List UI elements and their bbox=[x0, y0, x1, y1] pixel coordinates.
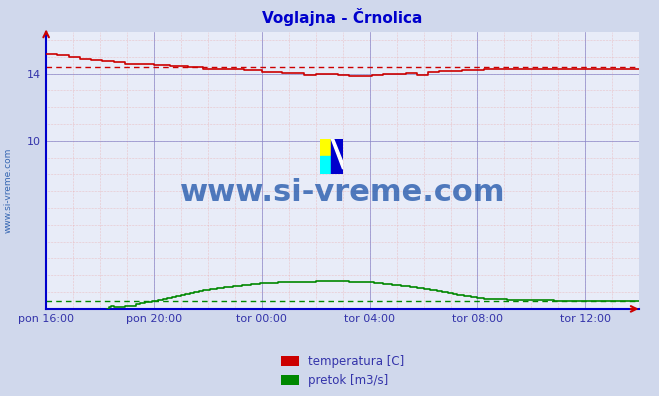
Legend: temperatura [C], pretok [m3/s]: temperatura [C], pretok [m3/s] bbox=[276, 350, 409, 392]
Text: www.si-vreme.com: www.si-vreme.com bbox=[180, 178, 505, 207]
Bar bbox=[320, 156, 331, 174]
Bar bbox=[331, 139, 343, 174]
Bar bbox=[320, 139, 331, 156]
Polygon shape bbox=[331, 139, 343, 169]
Text: www.si-vreme.com: www.si-vreme.com bbox=[4, 147, 13, 233]
Title: Voglajna - Črnolica: Voglajna - Črnolica bbox=[262, 8, 423, 27]
